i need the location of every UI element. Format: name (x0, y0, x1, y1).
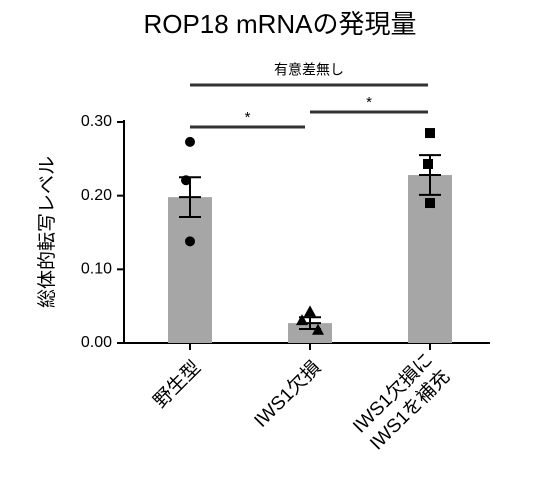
y-tick-label: 0.10 (81, 261, 112, 278)
x-tick-label: IWS1欠損にIWS1を補充 (349, 349, 455, 455)
y-tick-label: 0.00 (81, 334, 112, 351)
x-tick-label: IWS1欠損 (250, 357, 325, 432)
data-point (185, 136, 195, 147)
y-axis-label: 総体的転写レベル (36, 156, 58, 308)
error-bar (179, 176, 201, 219)
y-tick-label: 0.30 (81, 113, 112, 130)
x-tick-label: 野生型 (149, 357, 205, 413)
significance-label: 有意差無し (274, 62, 344, 78)
y-tick-label: 0.20 (81, 187, 112, 204)
data-point (185, 236, 195, 247)
significance-label: * (245, 109, 251, 126)
data-point (423, 158, 433, 169)
data-point (425, 198, 435, 209)
error-bar (419, 154, 441, 196)
error-bar (299, 316, 321, 331)
bar (168, 197, 212, 343)
chart-title: ROP18 mRNAの発現量 (143, 9, 416, 39)
data-point (425, 128, 435, 139)
significance-label: * (366, 94, 372, 111)
data-point (304, 305, 316, 317)
